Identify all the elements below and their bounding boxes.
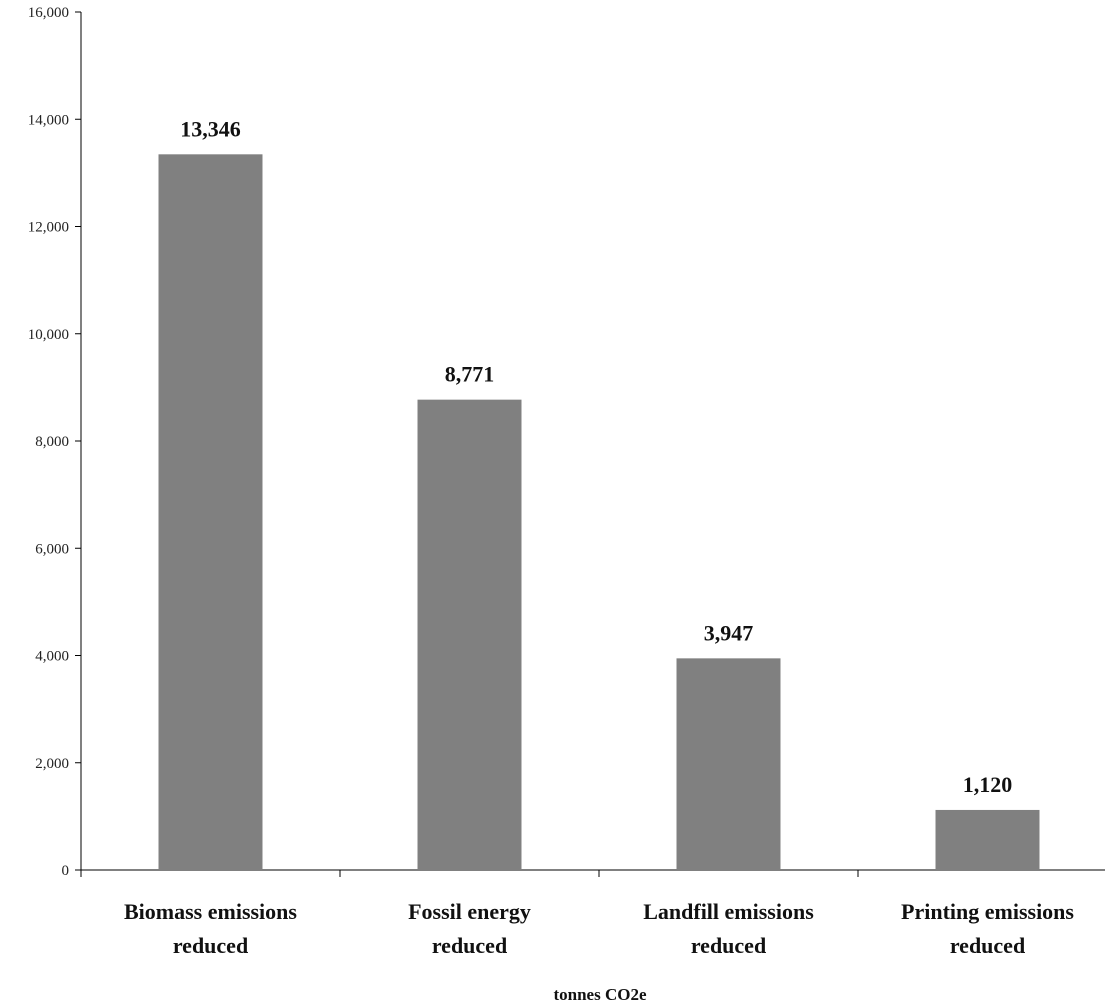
y-axis: 0 2,000 4,000 6,000 8,000 10,000 12,000 14,000 1… [28, 5, 82, 879]
y-tick-label: 0 [62, 863, 70, 879]
x-category-label: reduced [691, 933, 766, 958]
data-label: 3,947 [704, 620, 754, 645]
x-category-label: Landfill emissions [643, 899, 814, 924]
bar [676, 658, 781, 870]
x-category-label: Fossil energy [408, 899, 531, 924]
y-tick-label: 16,000 [28, 5, 69, 21]
y-tick-label: 2,000 [35, 756, 69, 772]
x-axis [80, 869, 1105, 877]
bar [417, 399, 522, 870]
category-labels: Biomass emissions reduced Fossil energy red… [124, 899, 1074, 958]
y-tick-label: 8,000 [35, 434, 69, 450]
bar [935, 809, 1040, 870]
x-category-label: reduced [432, 933, 507, 958]
y-tick-label: 6,000 [35, 541, 69, 557]
x-axis-title: tonnes CO2e [553, 985, 646, 1004]
bars [158, 154, 1040, 871]
x-category-label: Printing emissions [901, 899, 1074, 924]
data-label: 8,771 [445, 362, 495, 387]
data-label: 13,346 [180, 116, 241, 141]
y-tick-label: 4,000 [35, 649, 69, 665]
y-tick-label: 14,000 [28, 112, 69, 128]
bar [158, 154, 263, 871]
y-tick-label: 12,000 [28, 220, 69, 236]
data-labels: 13,346 8,771 3,947 1,120 [180, 116, 1012, 797]
data-label: 1,120 [963, 772, 1013, 797]
x-category-label: reduced [173, 933, 248, 958]
x-category-label: Biomass emissions [124, 899, 297, 924]
y-tick-label: 10,000 [28, 327, 69, 343]
x-category-label: reduced [950, 933, 1025, 958]
